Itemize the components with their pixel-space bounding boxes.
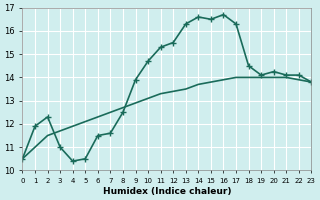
X-axis label: Humidex (Indice chaleur): Humidex (Indice chaleur) bbox=[103, 187, 231, 196]
